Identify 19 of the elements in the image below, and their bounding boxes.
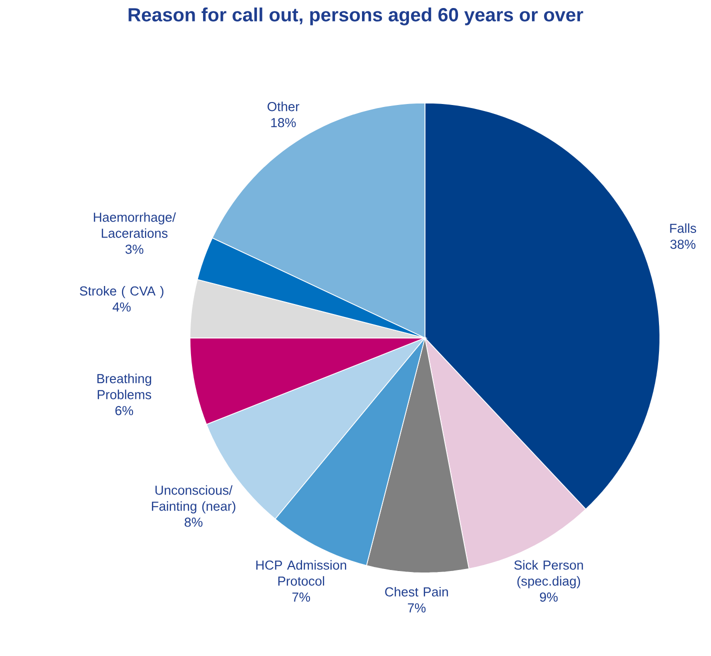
data-label: 7% <box>408 603 426 613</box>
slice-label: Unconscious/ Fainting (near) <box>152 485 236 514</box>
data-label: 3% <box>125 244 144 254</box>
slice-label: Stroke ( CVA ) <box>80 286 164 298</box>
slice-label: Chest Pain <box>385 587 448 597</box>
data-label: 18% <box>271 118 296 128</box>
data-label: 38% <box>670 240 696 249</box>
data-label: 9% <box>540 592 558 602</box>
data-label: 4% <box>112 302 131 312</box>
slice-label: Haemorrhage/ Lacerations <box>94 212 176 238</box>
slice-label: Falls <box>670 223 696 233</box>
slice-label: Breathing Problems <box>97 374 152 400</box>
slice-label: Sick Person (spec.diag) <box>514 560 583 588</box>
data-label: 8% <box>184 518 202 527</box>
data-label: 6% <box>115 406 134 416</box>
slice-label: Other <box>268 102 300 112</box>
chart-title: Reason for call out, persons aged 60 years or over <box>128 8 584 26</box>
slice-label: HCP Admission Protocol <box>256 560 346 586</box>
data-label: 7% <box>292 592 310 602</box>
